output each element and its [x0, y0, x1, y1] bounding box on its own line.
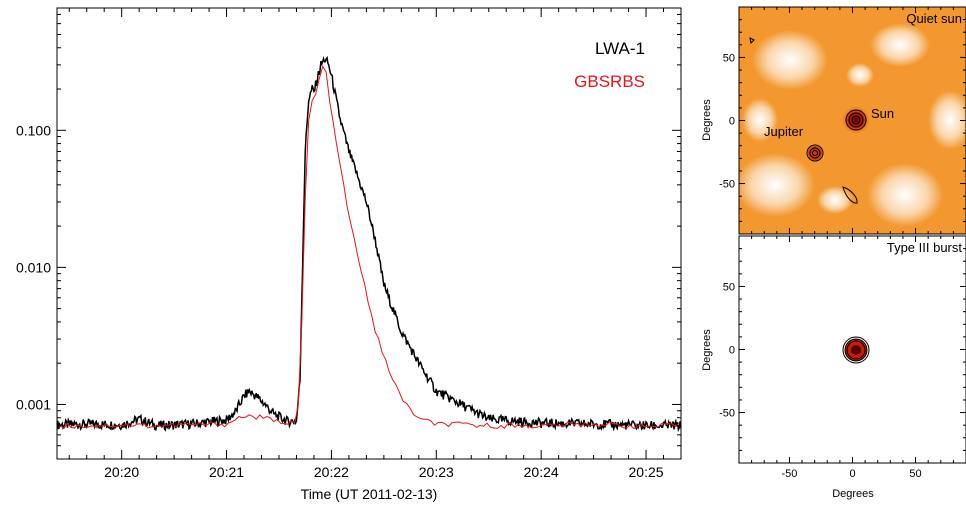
quiet-sun-map: 50 0 -50 Quiet sun Sun Jupiter Degrees — [701, 6, 966, 235]
series-line-lwa-1 — [57, 55, 681, 433]
y-tick-label: 0.010 — [16, 259, 51, 275]
series-line-gbsrbs — [57, 64, 680, 430]
x-tick-label: 20:20 — [104, 464, 139, 480]
burst-source-core — [851, 345, 861, 355]
x-tick-label: 20:25 — [629, 464, 664, 480]
map-y-tick-label: 0 — [729, 345, 735, 357]
burst-contours — [842, 336, 870, 364]
type-iii-burst-title: Type III burst — [887, 240, 963, 255]
y-tick-label: 0.001 — [16, 396, 51, 412]
quiet-sun-title: Quiet sun — [906, 11, 962, 26]
x-tick-label: 20:21 — [209, 464, 244, 480]
quiet-sun-contours — [749, 37, 867, 204]
map-y-tick-label: -50 — [719, 179, 735, 191]
map-y-tick-label: 50 — [723, 281, 735, 293]
map-y-tick-label: -50 — [719, 408, 735, 420]
type-iii-burst-map: 50 0 -50 -50 0 50 Type III burst Degrees Degr… — [701, 235, 966, 500]
x-tick-label: 20:23 — [419, 464, 454, 480]
jupiter-label: Jupiter — [764, 124, 804, 139]
quiet-sun-brightness-field — [739, 23, 966, 227]
map-y-tick-label: 0 — [729, 116, 735, 128]
light-curve-plot-frame — [56, 7, 682, 460]
quiet-sun-y-axis-label: Degrees — [701, 99, 713, 141]
light-curve-chart: 0.001 0.010 0.100 20:20 20:21 20:22 20:23 20:24… — [16, 7, 682, 502]
legend-lwa1: LWA-1 — [595, 39, 645, 58]
map-y-tick-label: 50 — [723, 52, 735, 64]
type-iii-y-axis-label: Degrees — [701, 329, 713, 371]
x-axis-label: Time (UT 2011-02-13) — [301, 486, 438, 502]
map-x-tick-label: 50 — [909, 468, 921, 480]
legend-gbsrbs: GBSRBS — [574, 72, 645, 91]
map-x-tick-label: -50 — [781, 468, 797, 480]
map-x-tick-label: 0 — [849, 468, 855, 480]
x-tick-label: 20:24 — [524, 464, 559, 480]
type-iii-x-axis-label: Degrees — [832, 488, 874, 500]
y-tick-label: 0.100 — [16, 122, 51, 138]
x-tick-label: 20:22 — [314, 464, 349, 480]
sun-label: Sun — [871, 106, 894, 121]
